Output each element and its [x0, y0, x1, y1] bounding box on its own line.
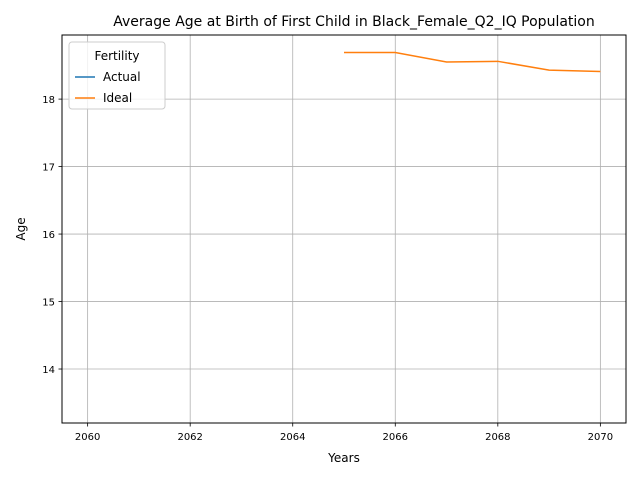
legend-box — [68, 41, 166, 110]
series-lines — [344, 51, 601, 73]
x-axis-label: Years — [327, 451, 360, 465]
x-tick-label: 2068 — [485, 432, 510, 443]
chart-title: Average Age at Birth of First Child in B… — [113, 14, 594, 30]
legend: Fertility Actual Ideal — [68, 41, 166, 110]
y-tick-label: 18 — [42, 95, 55, 106]
x-tick-label: 2070 — [588, 432, 613, 443]
y-axis-label: Age — [14, 217, 28, 240]
x-tick-label: 2064 — [280, 432, 305, 443]
x-tick-label: 2062 — [177, 432, 202, 443]
legend-label-ideal: Ideal — [103, 91, 132, 105]
y-tick-label: 14 — [42, 365, 55, 376]
x-tick-label: 2066 — [383, 432, 408, 443]
axis-ticks: 2060 2062 2064 2066 2068 2070 14 15 16 17 18 — [42, 95, 613, 443]
y-tick-label: 16 — [42, 230, 55, 241]
plot-frame — [61, 34, 627, 424]
y-tick-label: 15 — [42, 298, 55, 309]
series-line-ideal — [344, 51, 601, 73]
x-tick-label: 2060 — [75, 432, 100, 443]
y-tick-label: 17 — [42, 163, 55, 174]
legend-label-actual: Actual — [103, 70, 141, 84]
legend-title: Fertility — [94, 49, 139, 63]
